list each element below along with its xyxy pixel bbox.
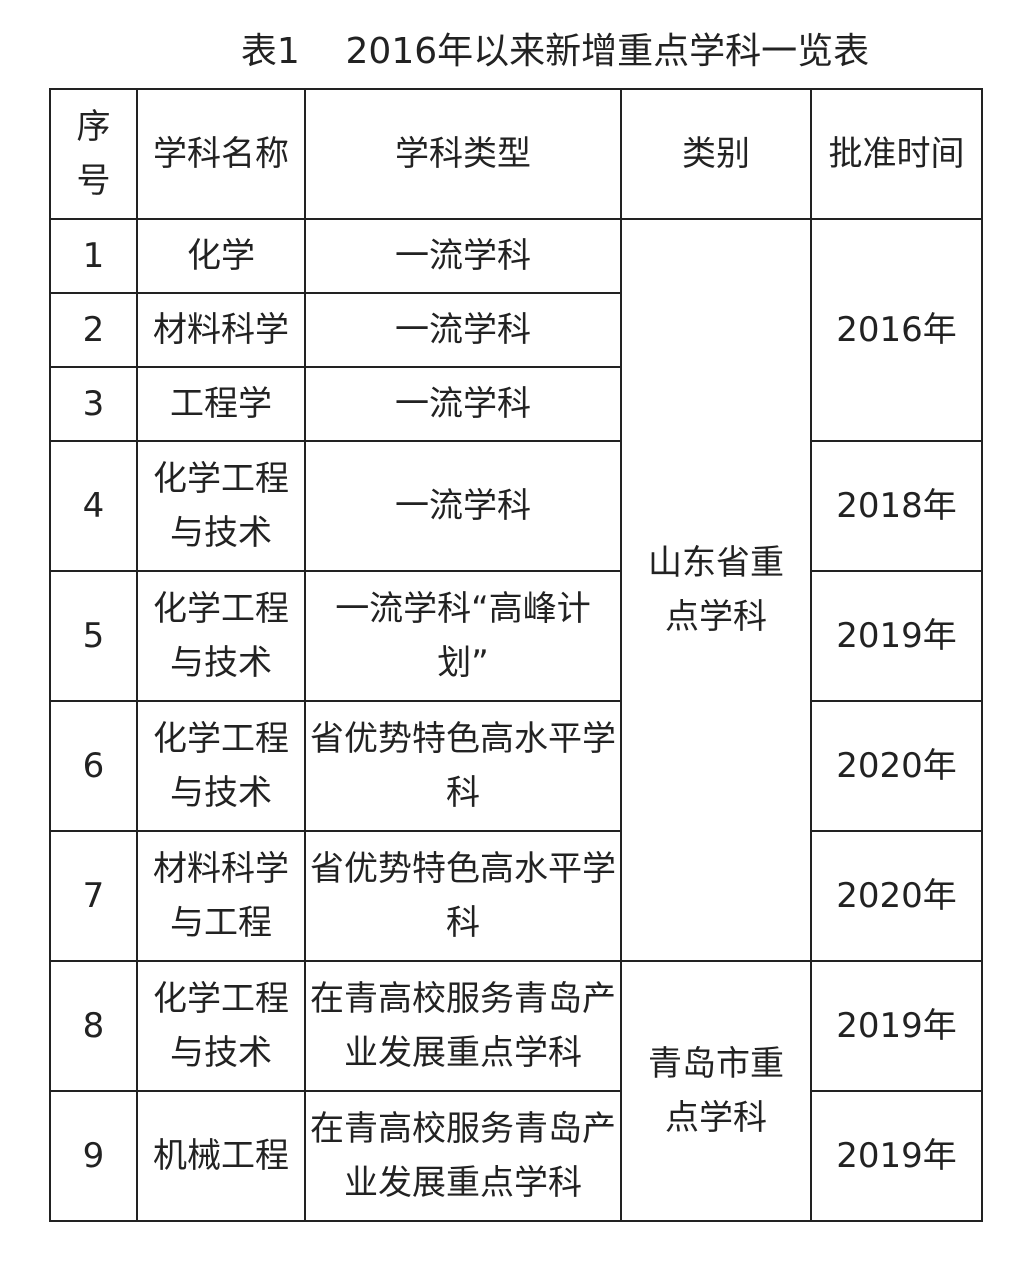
cell-year: 2019年 — [810, 1090, 983, 1222]
cell-no: 9 — [49, 1090, 138, 1222]
table-row: 7 材料科学与工程 省优势特色高水平学科 2020年 — [49, 830, 983, 962]
cell-name: 化学工程与技术 — [136, 960, 306, 1092]
table-row: 9 机械工程 在青高校服务青岛产业发展重点学科 2019年 — [49, 1090, 983, 1222]
cell-type: 在青高校服务青岛产业发展重点学科 — [304, 1090, 622, 1222]
cell-name: 材料科学与工程 — [136, 830, 306, 962]
header-category: 类别 — [620, 88, 812, 220]
cell-year: 2020年 — [810, 700, 983, 832]
header-year: 批准时间 — [810, 88, 983, 220]
header-no: 序号 — [49, 88, 138, 220]
cell-no: 1 — [49, 218, 138, 294]
cell-type: 在青高校服务青岛产业发展重点学科 — [304, 960, 622, 1092]
cell-type: 一流学科“高峰计划” — [304, 570, 622, 702]
cell-name: 化学工程与技术 — [136, 700, 306, 832]
cell-type: 一流学科 — [304, 366, 622, 442]
cell-no: 3 — [49, 366, 138, 442]
cell-year: 2018年 — [810, 440, 983, 572]
table-row: 8 化学工程与技术 在青高校服务青岛产业发展重点学科 青岛市重点学科 2019年 — [49, 960, 983, 1222]
table-row: 2 材料科学 一流学科 — [49, 292, 982, 368]
cell-type: 省优势特色高水平学科 — [304, 830, 622, 962]
cell-name: 化学工程与技术 — [136, 440, 306, 572]
table-title: 表1 2016年以来新增重点学科一览表 — [240, 31, 870, 72]
cell-name: 工程学 — [136, 366, 306, 442]
cell-name: 材料科学 — [136, 292, 306, 368]
header-row: 序号 学科名称 学科类型 类别 批准时间 — [49, 88, 983, 220]
cell-name: 化学 — [136, 218, 306, 294]
table-row: 4 化学工程与技术 一流学科 2018年 — [49, 440, 983, 572]
cell-type: 一流学科 — [304, 292, 622, 368]
cell-name: 机械工程 — [136, 1090, 306, 1222]
cell-category: 山东省重点学科 — [620, 218, 812, 962]
cell-name: 化学工程与技术 — [136, 570, 306, 702]
cell-no: 8 — [49, 960, 138, 1092]
cell-no: 5 — [49, 570, 138, 702]
cell-no: 4 — [49, 440, 138, 572]
cell-year: 2016年 — [810, 218, 983, 442]
cell-year: 2019年 — [810, 960, 983, 1092]
cell-no: 2 — [49, 292, 138, 368]
header-type: 学科类型 — [304, 88, 622, 220]
cell-type: 省优势特色高水平学科 — [304, 700, 622, 832]
cell-type: 一流学科 — [304, 218, 622, 294]
cell-no: 7 — [49, 830, 138, 962]
cell-year: 2020年 — [810, 830, 983, 962]
cell-type: 一流学科 — [304, 440, 622, 572]
table-row: 6 化学工程与技术 省优势特色高水平学科 2020年 — [49, 700, 983, 832]
table-row: 5 化学工程与技术 一流学科“高峰计划” 2019年 — [49, 570, 983, 702]
header-name: 学科名称 — [136, 88, 306, 220]
key-disciplines-table: 序号 学科名称 学科类型 类别 批准时间 1 化学 一流学科 山东省重点学科 2… — [49, 88, 983, 1222]
table-row: 1 化学 一流学科 山东省重点学科 2016年 — [49, 218, 983, 962]
cell-category: 青岛市重点学科 — [620, 960, 812, 1222]
cell-no: 6 — [49, 700, 138, 832]
cell-year: 2019年 — [810, 570, 983, 702]
table-row: 3 工程学 一流学科 — [49, 366, 982, 442]
